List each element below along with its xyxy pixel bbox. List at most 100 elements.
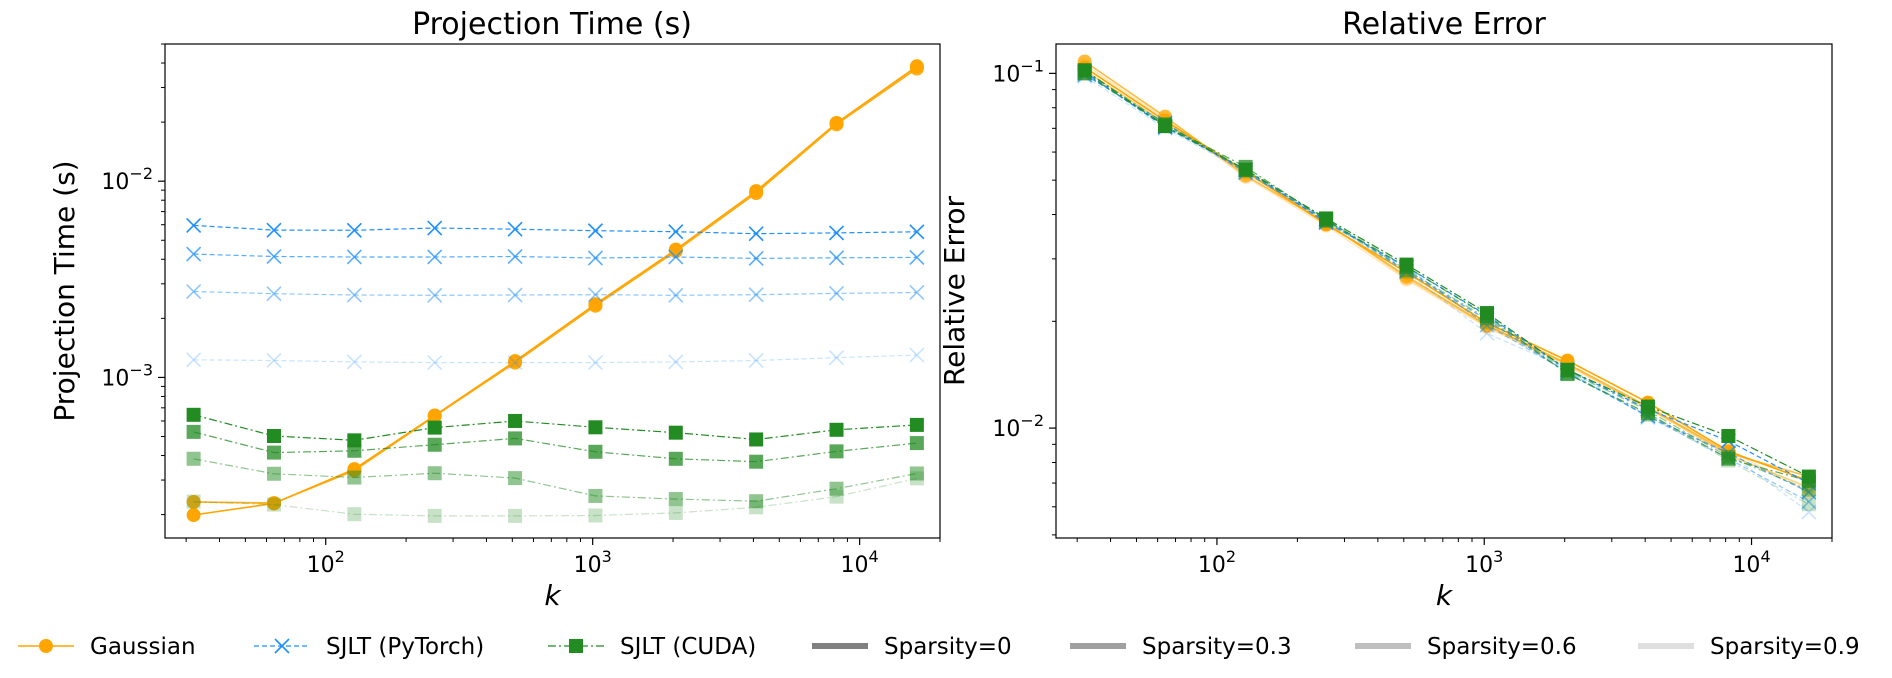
data-point — [266, 222, 282, 238]
data-point — [508, 355, 523, 370]
data-point — [186, 494, 201, 509]
data-point — [508, 471, 523, 486]
data-point — [909, 466, 924, 481]
data-point — [909, 249, 925, 265]
data-point — [749, 494, 764, 509]
series-line — [193, 65, 918, 516]
legend-marker — [39, 639, 53, 653]
series-line — [1084, 60, 1810, 478]
series-line — [193, 354, 917, 364]
data-point — [1801, 504, 1817, 520]
series-gaussian-sparsity-0_3 — [1077, 54, 1816, 484]
x-tick-label: 103 — [574, 547, 612, 578]
data-point — [266, 496, 281, 511]
legend-label: Sparsity=0 — [884, 634, 1012, 660]
data-point — [1077, 66, 1092, 81]
series-line — [1084, 69, 1810, 478]
series-line — [1084, 72, 1810, 505]
data-point — [587, 250, 603, 266]
data-point — [668, 249, 684, 265]
data-point — [749, 186, 764, 201]
data-point — [1721, 449, 1736, 464]
data-point — [186, 246, 202, 262]
data-point — [748, 352, 764, 369]
data-point — [668, 244, 683, 259]
data-point — [1721, 429, 1736, 444]
legend-marker — [569, 639, 583, 653]
data-point — [1801, 497, 1816, 512]
data-point — [749, 500, 764, 515]
data-point — [588, 508, 603, 523]
data-point — [588, 444, 603, 459]
legend-label: SJLT (CUDA) — [620, 634, 756, 660]
data-point — [829, 444, 844, 459]
series-sjlt_cuda-sparsity-0_9 — [186, 471, 924, 523]
data-point — [668, 287, 684, 303]
data-point — [1721, 453, 1736, 468]
series-line — [1084, 72, 1809, 482]
series-gaussian-sparsity-0_9 — [1077, 57, 1816, 500]
data-point — [668, 244, 683, 259]
data-point — [507, 221, 523, 237]
series-gaussian-sparsity-0_3 — [186, 61, 924, 511]
data-point — [668, 451, 683, 466]
series-sjlt_pytorch-sparsity-0_9 — [186, 347, 925, 371]
data-point — [346, 222, 362, 238]
data-point — [1640, 407, 1655, 422]
series-line — [193, 224, 917, 235]
data-point — [828, 250, 845, 266]
data-point — [346, 287, 362, 303]
series-line — [1084, 75, 1810, 513]
series-line — [193, 67, 918, 504]
series-gaussian-sparsity-0_6 — [186, 61, 924, 511]
series-gaussian-sparsity-0_6 — [1077, 63, 1816, 495]
data-point — [828, 285, 845, 301]
data-point — [1560, 363, 1575, 378]
series-sjlt_pytorch-sparsity-0_3 — [186, 246, 925, 266]
y-tick-label: 10−2 — [992, 411, 1044, 442]
data-point — [427, 220, 443, 236]
data-point — [829, 117, 844, 132]
series-line — [1084, 69, 1810, 489]
data-point — [266, 286, 282, 302]
data-point — [1319, 212, 1334, 227]
series-sjlt_cuda-sparsity-0 — [186, 407, 924, 448]
data-point — [266, 352, 282, 369]
series-sjlt_pytorch-sparsity-0 — [186, 217, 925, 242]
data-point — [587, 287, 603, 303]
data-point — [427, 409, 442, 424]
data-point — [588, 298, 603, 313]
series-sjlt_cuda-sparsity-0_6 — [1077, 63, 1816, 497]
data-point — [749, 432, 764, 447]
series-sjlt_cuda-sparsity-0_3 — [186, 424, 924, 469]
series-line — [1084, 74, 1810, 493]
x-tick-label: 103 — [1465, 547, 1503, 578]
data-point — [828, 350, 845, 366]
data-point — [1238, 162, 1253, 177]
data-point — [508, 413, 523, 428]
data-point — [909, 436, 924, 451]
series-gaussian-sparsity-0 — [186, 59, 924, 523]
y-tick-label: 10−3 — [101, 360, 153, 391]
data-point — [748, 250, 764, 266]
data-point — [427, 437, 442, 452]
data-point — [347, 507, 362, 522]
data-point — [508, 355, 523, 370]
plot-frame — [1055, 43, 1833, 539]
data-point — [668, 505, 683, 520]
data-point — [668, 354, 684, 370]
data-point — [588, 488, 603, 503]
data-point — [427, 409, 442, 424]
data-point — [909, 347, 925, 363]
data-point — [427, 508, 442, 523]
data-point — [1399, 263, 1414, 278]
data-point — [749, 454, 764, 469]
data-point — [427, 287, 443, 303]
y-tick-label: 10−2 — [101, 164, 153, 195]
data-point — [266, 496, 281, 511]
data-point — [1319, 214, 1334, 229]
data-point — [1640, 403, 1655, 418]
series-line — [193, 414, 917, 441]
data-point — [1158, 119, 1173, 134]
legend-item: Sparsity=0.6 — [1355, 634, 1577, 660]
